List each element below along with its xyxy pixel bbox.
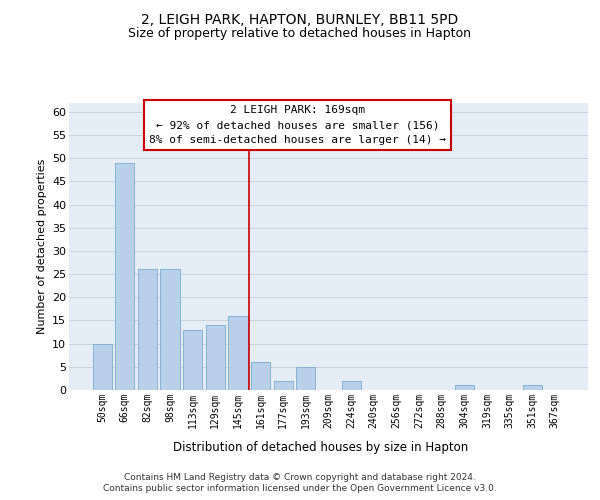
Text: Contains HM Land Registry data © Crown copyright and database right 2024.: Contains HM Land Registry data © Crown c…	[124, 472, 476, 482]
Bar	[206, 325, 225, 390]
Text: Distribution of detached houses by size in Hapton: Distribution of detached houses by size …	[173, 441, 469, 454]
Text: Size of property relative to detached houses in Hapton: Size of property relative to detached ho…	[128, 26, 472, 40]
Bar	[183, 330, 202, 390]
Bar	[296, 367, 316, 390]
Bar	[274, 380, 293, 390]
Text: Contains public sector information licensed under the Open Government Licence v3: Contains public sector information licen…	[103, 484, 497, 493]
Bar	[341, 380, 361, 390]
Text: 2, LEIGH PARK, HAPTON, BURNLEY, BB11 5PD: 2, LEIGH PARK, HAPTON, BURNLEY, BB11 5PD	[142, 12, 458, 26]
Bar	[455, 386, 474, 390]
Y-axis label: Number of detached properties: Number of detached properties	[37, 158, 47, 334]
Bar	[115, 163, 134, 390]
Bar	[92, 344, 112, 390]
Bar	[229, 316, 248, 390]
Bar	[138, 270, 157, 390]
Text: 2 LEIGH PARK: 169sqm
← 92% of detached houses are smaller (156)
8% of semi-detac: 2 LEIGH PARK: 169sqm ← 92% of detached h…	[149, 106, 446, 145]
Bar	[523, 386, 542, 390]
Bar	[160, 270, 180, 390]
Bar	[251, 362, 270, 390]
